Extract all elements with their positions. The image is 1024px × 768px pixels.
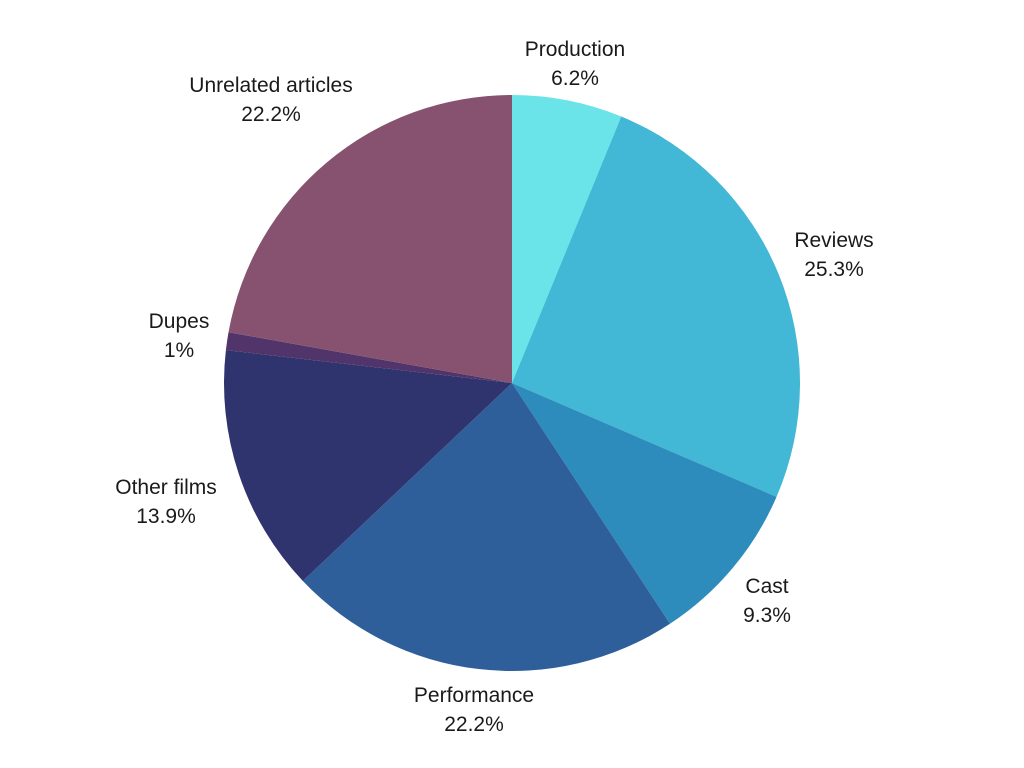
slice-label: Cast bbox=[745, 575, 788, 598]
pie-slices bbox=[224, 95, 801, 671]
pie-slice-reviews bbox=[512, 116, 801, 497]
pie-slice-unrelated-articles bbox=[228, 95, 512, 383]
pie-slice-dupes bbox=[225, 332, 512, 383]
pie-slice-other-films bbox=[224, 350, 513, 581]
slice-label: Dupes bbox=[149, 310, 210, 333]
slice-value-label: 13.9% bbox=[136, 505, 196, 528]
slice-value-label: 9.3% bbox=[743, 604, 791, 627]
slice-label: Unrelated articles bbox=[189, 74, 352, 97]
slice-label: Performance bbox=[414, 684, 534, 707]
slice-value-label: 22.2% bbox=[444, 713, 504, 736]
pie-labels: Production 6.2% Reviews 25.3% Cast 9.3% Perfor… bbox=[115, 38, 873, 736]
slice-value-label: 22.2% bbox=[241, 103, 301, 126]
slice-label: Production bbox=[525, 38, 625, 61]
pie-slice-cast bbox=[512, 383, 777, 624]
pie-slice-production bbox=[512, 95, 622, 383]
slice-value-label: 25.3% bbox=[804, 258, 864, 281]
slice-label: Other films bbox=[115, 476, 217, 499]
slice-value-label: 1% bbox=[164, 339, 194, 362]
pie-slice-performance bbox=[302, 383, 670, 671]
slice-value-label: 6.2% bbox=[551, 67, 599, 90]
slice-label: Reviews bbox=[794, 229, 873, 252]
